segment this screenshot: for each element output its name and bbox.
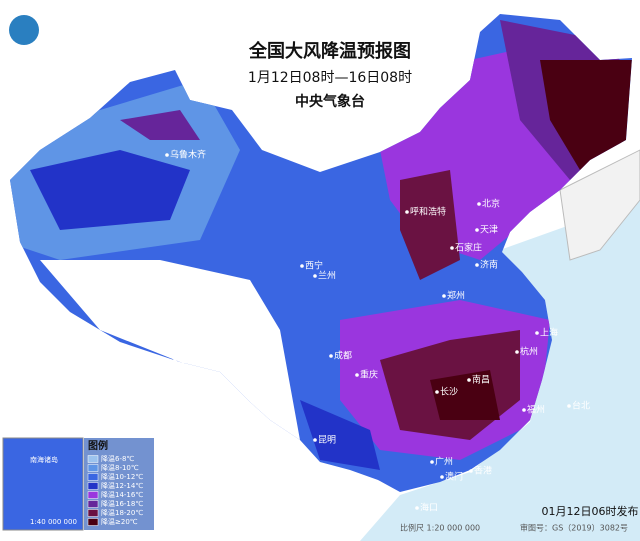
city-label: 上海: [540, 327, 558, 339]
city-dot: [329, 354, 333, 358]
city-dot: [440, 475, 444, 479]
legend-label: 降温10-12℃: [101, 472, 143, 481]
city-dot: [435, 390, 439, 394]
city-label: 海口: [420, 502, 438, 514]
inset-scale: 1:40 000 000: [30, 518, 77, 526]
legend-title: 图例: [88, 439, 108, 452]
legend-swatch: [87, 455, 99, 463]
city-dot: [355, 373, 359, 377]
legend-swatch: [87, 518, 99, 526]
city-label: 乌鲁木齐: [170, 149, 206, 161]
city-label: 台北: [572, 400, 590, 412]
city-label: 广州: [435, 456, 453, 468]
legend-label: 降温8-10℃: [101, 463, 139, 472]
city-dot: [442, 294, 446, 298]
legend-swatch: [87, 464, 99, 472]
city-dot: [430, 460, 434, 464]
legend-swatch: [87, 482, 99, 490]
city-label: 澳门: [445, 471, 463, 483]
city-dot: [467, 378, 471, 382]
city-label: 西宁: [305, 260, 323, 272]
issued: 01月12日06时发布: [542, 504, 639, 518]
city-dot: [567, 404, 571, 408]
city-dot: [450, 246, 454, 250]
period: 1月12日08时—16日08时: [248, 70, 412, 86]
title: 全国大风降温预报图: [248, 40, 411, 62]
agency: 中央气象台: [295, 93, 365, 110]
city-dot: [469, 469, 473, 473]
legend-label: 降温14-16℃: [101, 490, 143, 499]
legend-swatch: [87, 491, 99, 499]
review-number: 审图号：GS（2019）3082号: [520, 523, 628, 533]
city-label: 北京: [482, 198, 500, 210]
city-label: 石家庄: [455, 242, 482, 254]
city-label: 呼和浩特: [410, 206, 446, 218]
legend-swatch: [87, 509, 99, 517]
logo: [9, 15, 39, 45]
city-label: 成都: [334, 350, 352, 362]
korea: [559, 149, 640, 261]
city-label: 杭州: [520, 346, 538, 358]
city-dot: [415, 506, 419, 510]
sea: [360, 200, 640, 541]
city-label: 福州: [527, 404, 545, 416]
city-label: 重庆: [360, 369, 378, 381]
city-dot: [475, 263, 479, 267]
city-label: 兰州: [318, 270, 336, 282]
legend-label: 降温≥20℃: [101, 517, 138, 526]
city-dot: [313, 274, 317, 278]
inset-label: 南海诸岛: [30, 455, 58, 464]
map-scale: 比例尺 1:20 000 000: [400, 523, 480, 533]
city-label: 天津: [480, 225, 498, 236]
city-dot: [535, 331, 539, 335]
legend-swatch: [87, 500, 99, 508]
city-dot: [515, 350, 519, 354]
city-label: 南昌: [472, 374, 490, 386]
city-label: 香港: [474, 465, 492, 477]
city-dot: [405, 210, 409, 214]
legend-label: 降温18-20℃: [101, 508, 143, 517]
inset-map: [2, 437, 84, 531]
legend-label: 降温12-14℃: [101, 481, 143, 490]
city-label: 昆明: [318, 435, 336, 446]
legend-swatch: [87, 473, 99, 481]
city-dot: [173, 358, 177, 362]
city-dot: [313, 438, 317, 442]
legend-label: 降温16-18℃: [101, 499, 143, 508]
city-label: 济南: [480, 259, 498, 271]
legend-label: 降温6-8℃: [101, 454, 134, 463]
city-label: 拉萨: [178, 354, 196, 366]
city-dot: [300, 264, 304, 268]
city-dot: [522, 408, 526, 412]
city-label: 长沙: [440, 386, 458, 398]
city-dot: [477, 202, 481, 206]
city-dot: [475, 228, 479, 232]
city-label: 郑州: [447, 290, 465, 302]
city-dot: [165, 153, 169, 157]
